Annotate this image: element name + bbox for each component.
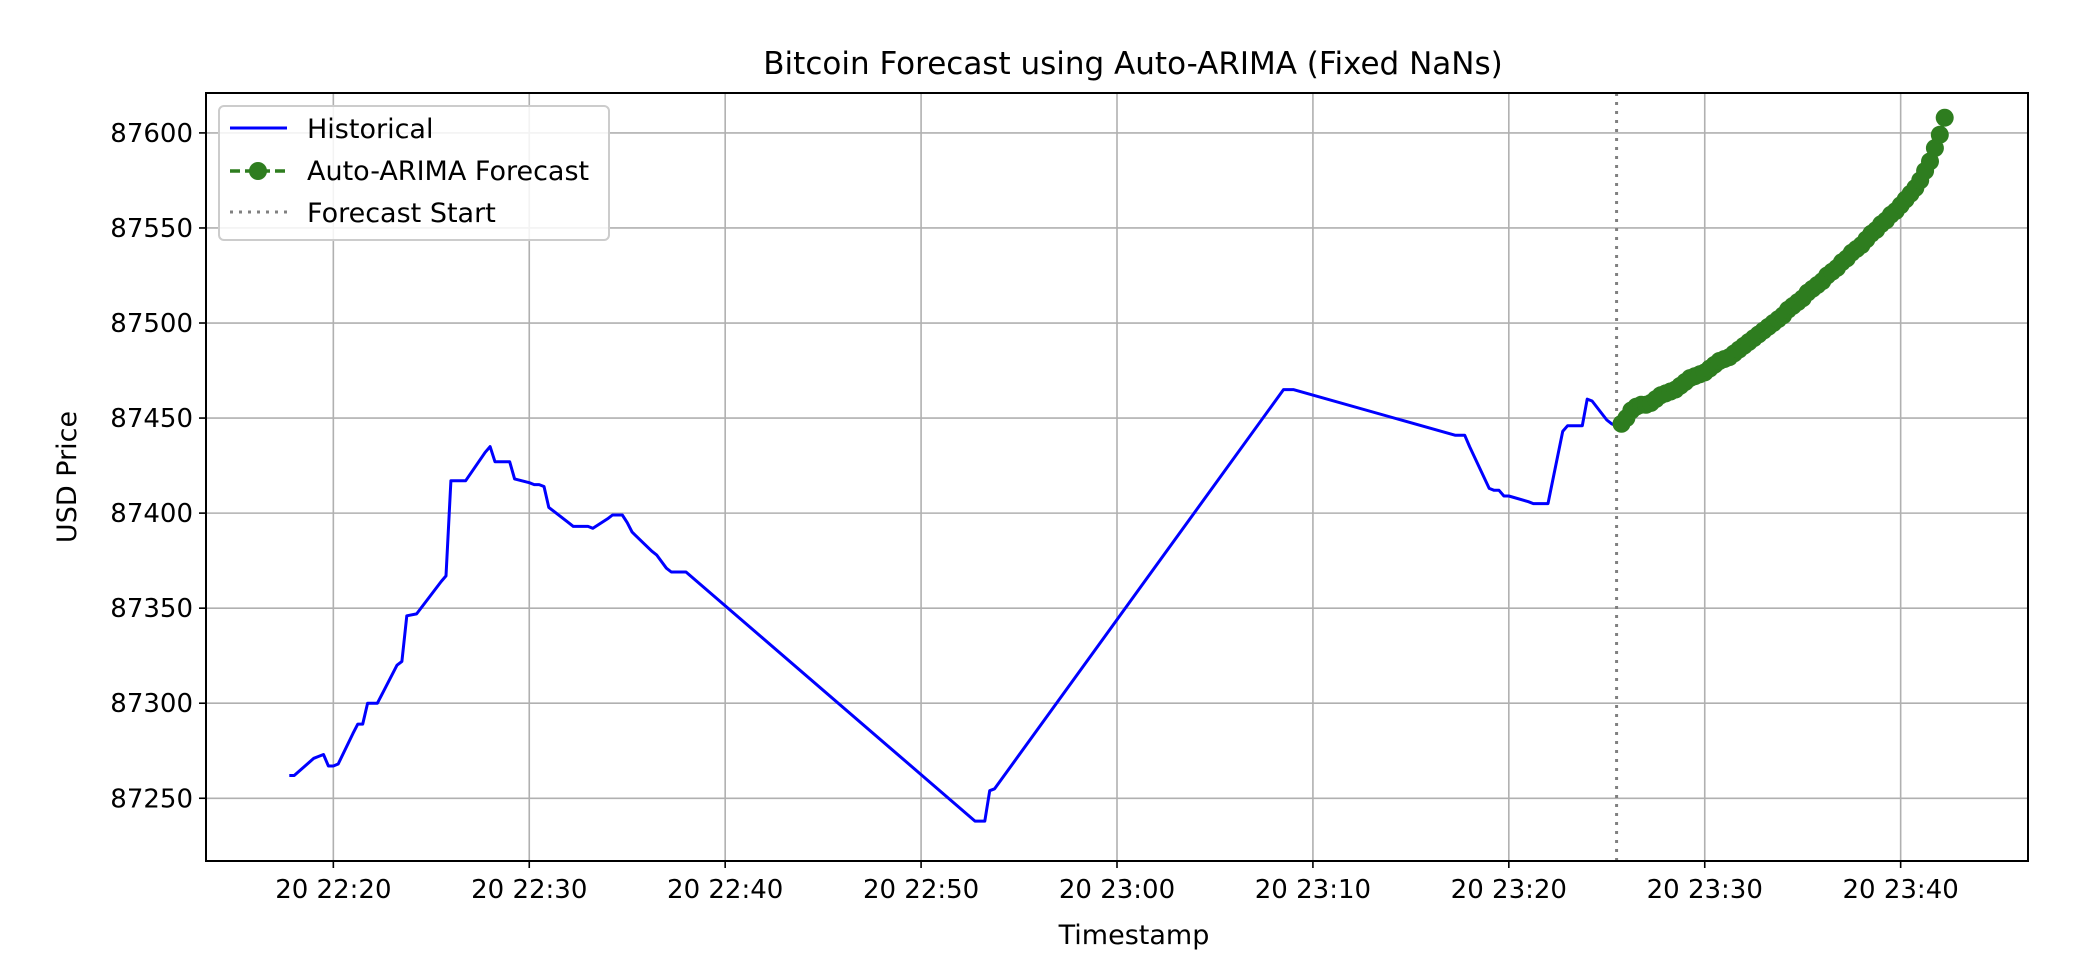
x-tick-label: 20 23:20	[1451, 875, 1567, 905]
forecast-point	[1930, 125, 1949, 144]
x-tick-label: 20 22:50	[863, 875, 979, 905]
x-tick-label: 20 23:10	[1255, 875, 1371, 905]
forecast-point	[1935, 108, 1954, 127]
y-tick-label: 87450	[110, 404, 193, 434]
historical-series-line	[289, 388, 1618, 823]
y-axis-label: USD Price	[52, 411, 83, 543]
x-tick-label: 20 22:40	[667, 875, 783, 905]
x-tick-label: 20 23:30	[1647, 875, 1763, 905]
y-tick-label: 87550	[110, 214, 193, 244]
y-tick-label: 87500	[110, 309, 193, 339]
legend: Historical Auto-ARIMA Forecast Forecast …	[218, 105, 610, 241]
y-tick-label: 87600	[110, 119, 193, 149]
y-tick-label: 87400	[110, 499, 193, 529]
x-tick-label: 20 23:40	[1843, 875, 1959, 905]
series-layer	[289, 108, 1954, 823]
legend-forecast-marker	[249, 162, 267, 180]
legend-forecast-label: Auto-ARIMA Forecast	[307, 156, 589, 187]
y-tick-label: 87250	[110, 784, 193, 814]
tick-layer: 20 22:20 20 22:30 20 22:40 20 22:50 20 23:00…	[110, 119, 1959, 905]
legend-historical-label: Historical	[307, 114, 433, 145]
y-tick-label: 87350	[110, 594, 193, 624]
legend-forecast-start-label: Forecast Start	[307, 198, 496, 229]
x-tick-label: 20 23:00	[1059, 875, 1175, 905]
legend-box	[218, 105, 610, 241]
chart-title: Bitcoin Forecast using Auto-ARIMA (Fixed…	[763, 46, 1502, 82]
y-tick-label: 87300	[110, 689, 193, 719]
x-axis-label: Timestamp	[1058, 920, 1210, 951]
x-tick-label: 20 22:20	[275, 875, 391, 905]
x-tick-label: 20 22:30	[471, 875, 587, 905]
